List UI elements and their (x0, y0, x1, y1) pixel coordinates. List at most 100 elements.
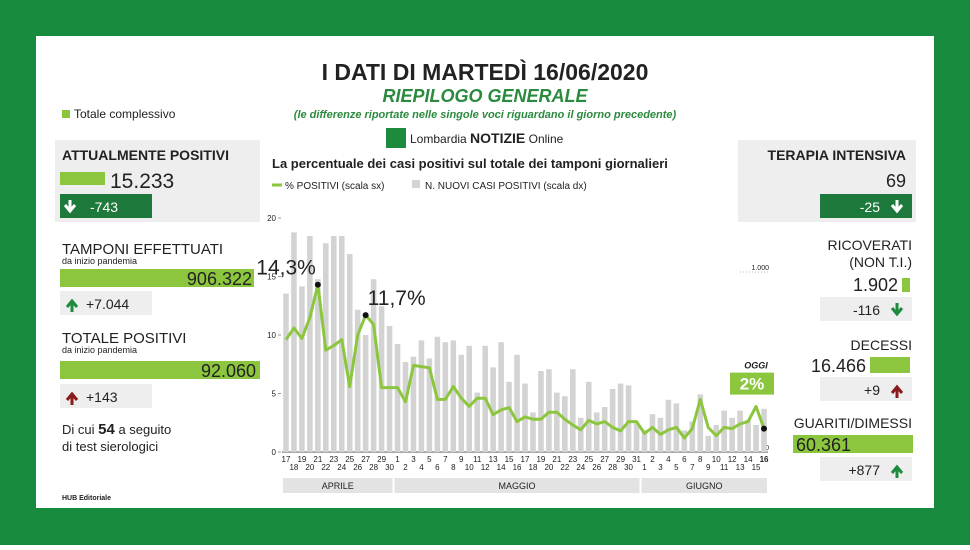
total-bar (902, 278, 910, 292)
label: GUARITI/DIMESSI (794, 415, 912, 431)
bar (601, 407, 608, 452)
value: 60.361 (796, 435, 851, 455)
x-tick-label: 3 (658, 463, 663, 472)
y-tick-label: 20 (267, 214, 276, 223)
bar (530, 412, 536, 452)
bar (729, 417, 735, 452)
footer: HUB Editoriale (62, 495, 111, 502)
sublabel: da inizio pandemia (62, 256, 137, 266)
value: 16.466 (811, 356, 866, 376)
delta: -743 (90, 199, 118, 215)
month-band (394, 478, 640, 493)
bar (354, 309, 361, 452)
x-tick-label: 8 (451, 463, 456, 472)
bar (721, 410, 727, 452)
x-tick-label: 13 (489, 455, 498, 464)
bar (538, 371, 544, 452)
arrow-up (65, 298, 79, 312)
bar (362, 335, 369, 452)
bar (458, 354, 465, 452)
x-tick-label: 12 (481, 463, 490, 472)
x-tick-label: 14 (744, 455, 753, 464)
label: TAMPONI EFFETTUATI (62, 241, 223, 258)
x-tick-label: 4 (666, 455, 671, 464)
logo-text: Lombardia NOTIZIE Online (410, 130, 564, 146)
bar (665, 399, 672, 452)
serology-line2: di test sierologici (62, 439, 158, 454)
bar (649, 414, 656, 452)
value-label: 2% (740, 375, 765, 394)
value: 92.060 (201, 361, 256, 381)
x-tick-label: 4 (419, 463, 424, 472)
x-tick-label: 28 (369, 463, 378, 472)
x-tick-label: 16 (513, 463, 522, 472)
bar (570, 369, 576, 452)
x-tick-label: 18 (289, 463, 298, 472)
x-tick-label: 23 (568, 455, 577, 464)
value: 15.233 (110, 170, 174, 193)
x-tick-label: 21 (552, 455, 561, 464)
x-tick-label: 26 (592, 463, 601, 472)
bar (450, 340, 457, 452)
label: TOTALE POSITIVI (62, 330, 186, 347)
note: (le differenze riportate nelle singole v… (294, 109, 677, 121)
delta: -25 (860, 199, 880, 215)
value-label: 11,7% (368, 287, 426, 310)
bar (402, 362, 409, 452)
x-tick-label: 27 (600, 455, 609, 464)
point (362, 312, 369, 319)
bar (585, 381, 592, 452)
value: 906.322 (187, 269, 252, 289)
month-band (641, 478, 767, 493)
month-band (283, 478, 393, 493)
bar (577, 417, 584, 452)
month-label: GIUGNO (686, 481, 723, 491)
y2-tick-label: 0 (765, 445, 769, 452)
label: TERAPIA INTENSIVA (768, 147, 906, 163)
bar (426, 358, 433, 452)
title: I DATI DI MARTEDÌ 16/06/2020 (322, 58, 649, 85)
total-bar (60, 269, 254, 287)
total-bar (793, 435, 913, 453)
bar (466, 345, 473, 452)
x-tick-label: 15 (505, 455, 514, 464)
x-tick-label: 3 (411, 455, 416, 464)
label: RICOVERATI (827, 237, 912, 253)
bar (506, 381, 512, 452)
total-bar (60, 172, 105, 185)
x-tick-label: 19 (536, 455, 545, 464)
bar (315, 279, 321, 452)
bar (633, 423, 640, 452)
bar (410, 356, 417, 452)
bar (697, 394, 704, 452)
x-tick-label: 5 (674, 463, 679, 472)
x-tick-label: 19 (297, 455, 306, 464)
delta: +7.044 (86, 296, 129, 312)
bar (370, 279, 377, 452)
arrow-down (890, 303, 904, 317)
arrow-up (890, 384, 904, 398)
bar (291, 232, 297, 452)
total-bar (870, 357, 910, 373)
point (314, 281, 321, 288)
label2: (NON T.I.) (849, 254, 912, 270)
x-tick-label: 24 (337, 463, 346, 472)
legend-swatch (62, 110, 70, 118)
delta: +877 (848, 462, 880, 478)
bar (745, 419, 751, 452)
x-tick-label: 25 (345, 455, 354, 464)
logo-c: Online (529, 132, 564, 146)
x-tick-label: 2 (403, 463, 408, 472)
bar (753, 425, 759, 452)
x-tick-label: 13 (736, 463, 745, 472)
bar (641, 430, 648, 452)
bar (474, 392, 480, 452)
bar (514, 354, 520, 452)
x-tick-label: 26 (353, 463, 362, 472)
y-tick-label: 15 (267, 273, 276, 282)
logo-a: Lombardia (410, 132, 467, 146)
bar (681, 430, 688, 452)
x-tick-label: 22 (321, 463, 330, 472)
x-tick-label: 27 (361, 455, 370, 464)
